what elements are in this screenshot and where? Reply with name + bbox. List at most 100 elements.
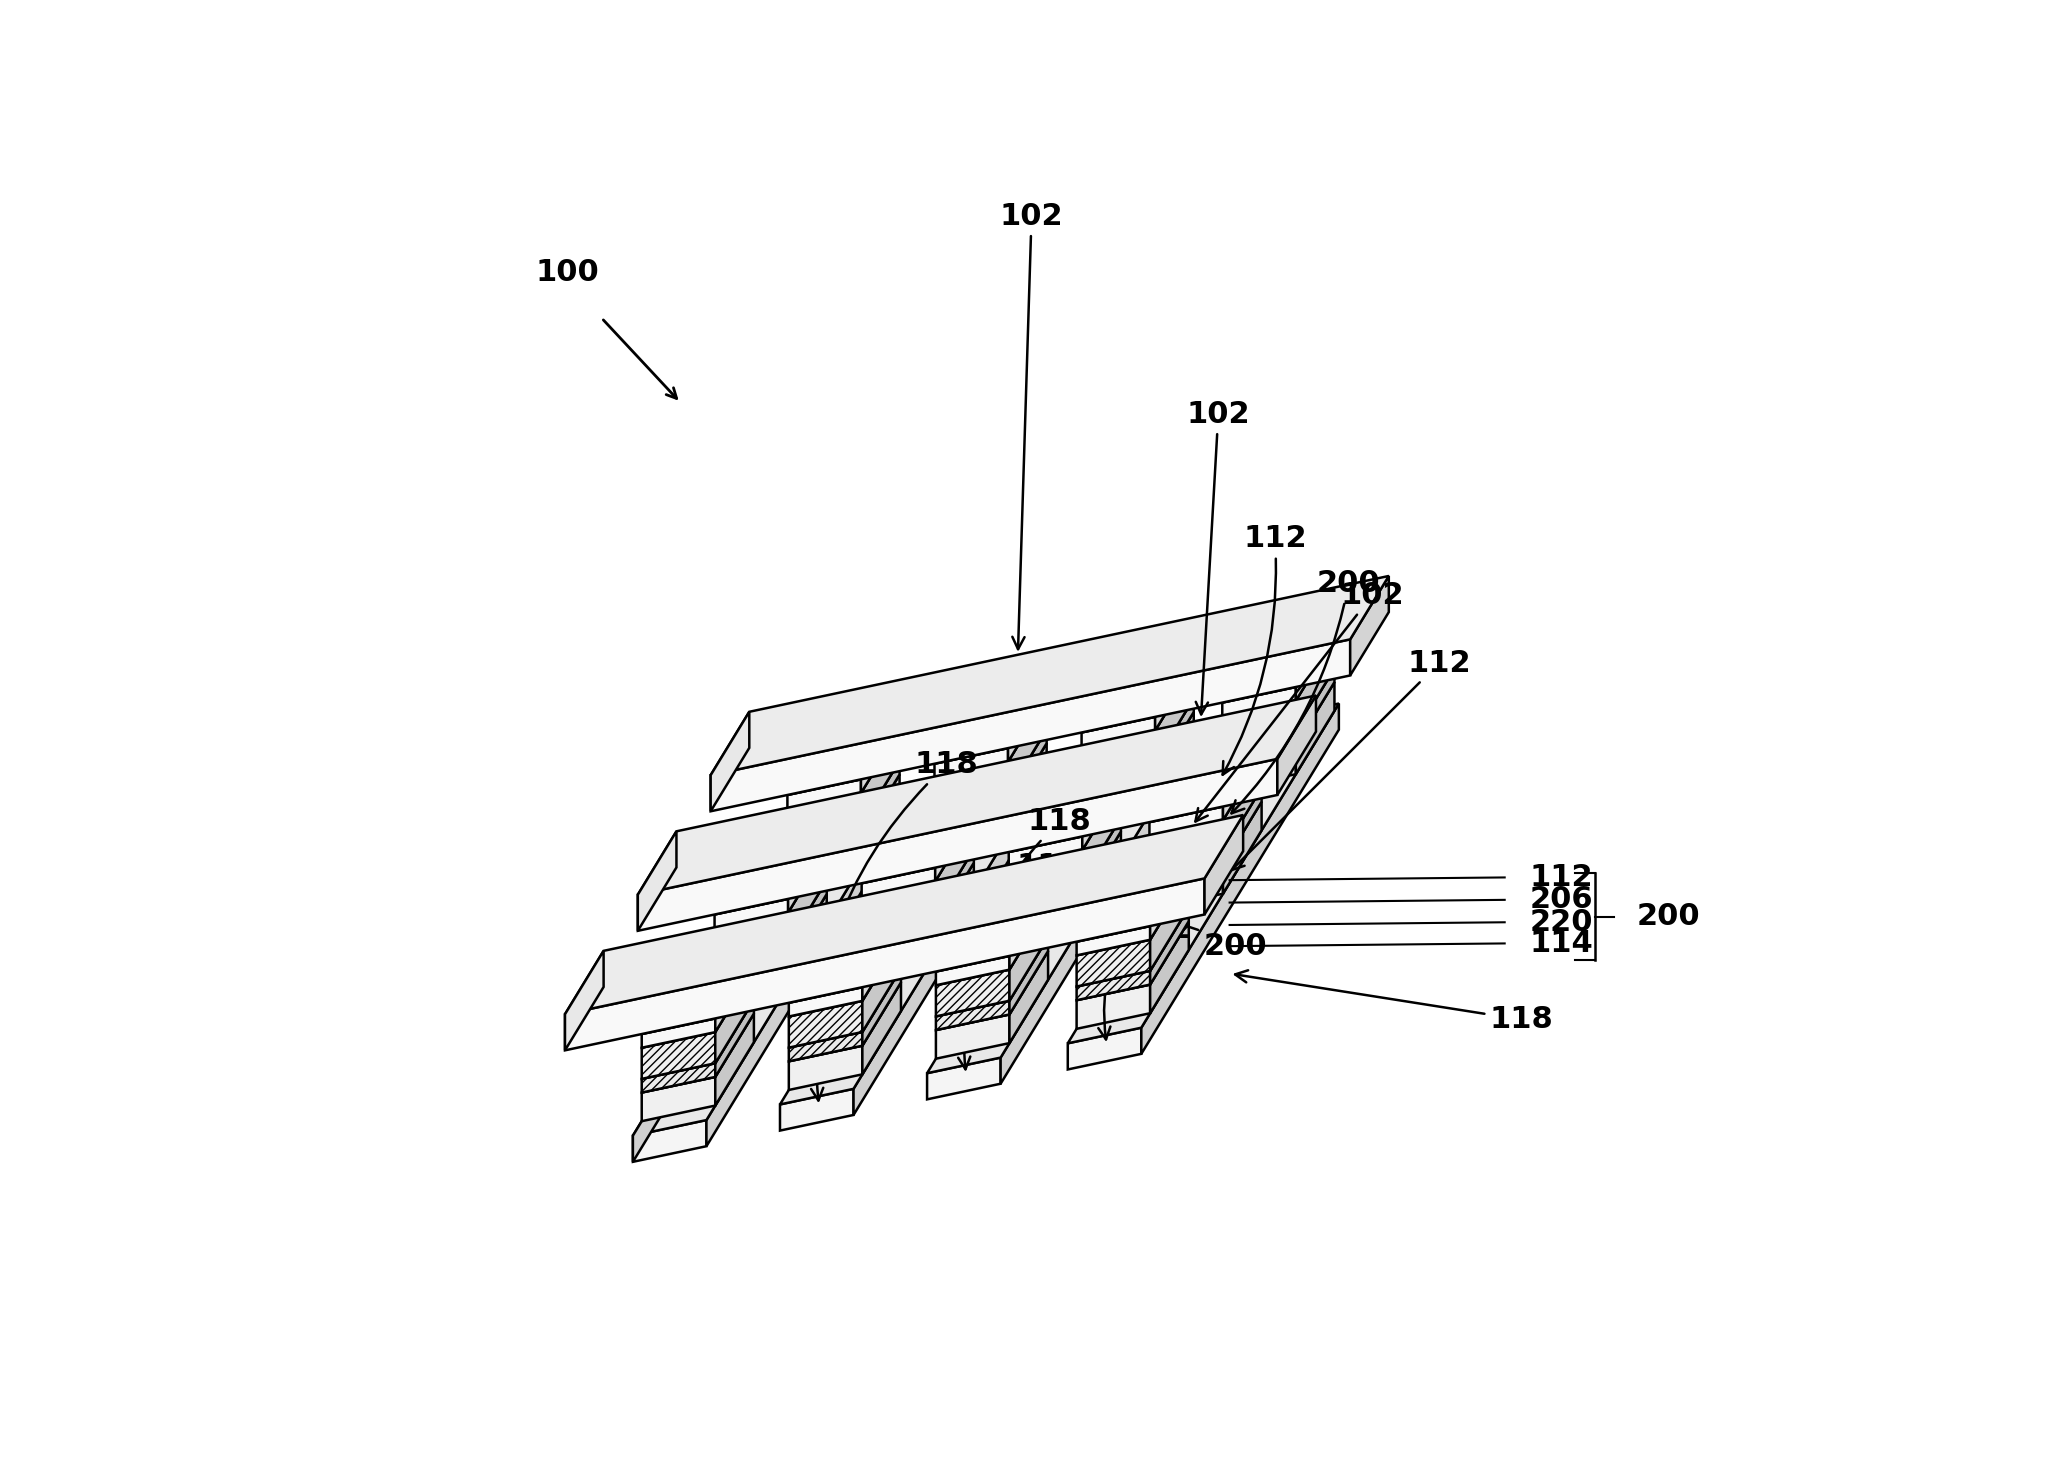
Polygon shape xyxy=(937,1014,1009,1058)
Polygon shape xyxy=(935,748,1007,778)
Polygon shape xyxy=(641,1063,716,1092)
Polygon shape xyxy=(641,956,755,1033)
Polygon shape xyxy=(1222,788,1261,864)
Polygon shape xyxy=(788,969,902,1048)
Polygon shape xyxy=(1007,744,1046,835)
Polygon shape xyxy=(641,1032,716,1079)
Polygon shape xyxy=(937,892,1048,972)
Polygon shape xyxy=(1150,876,1189,970)
Polygon shape xyxy=(565,814,1243,1014)
Polygon shape xyxy=(716,969,755,1063)
Text: 200: 200 xyxy=(997,878,1154,942)
Polygon shape xyxy=(711,639,1350,811)
Text: 100: 100 xyxy=(536,259,600,287)
Polygon shape xyxy=(1082,654,1193,732)
Polygon shape xyxy=(860,729,900,825)
Polygon shape xyxy=(716,898,788,928)
Polygon shape xyxy=(788,1001,862,1048)
Polygon shape xyxy=(1150,907,1189,985)
Polygon shape xyxy=(1082,717,1156,747)
Polygon shape xyxy=(788,779,860,808)
Polygon shape xyxy=(1009,850,1082,897)
Polygon shape xyxy=(716,850,827,928)
Text: 200: 200 xyxy=(1638,903,1700,932)
Polygon shape xyxy=(935,792,1007,822)
FancyArrowPatch shape xyxy=(604,320,676,398)
Polygon shape xyxy=(788,1032,862,1061)
Polygon shape xyxy=(862,923,902,1001)
Polygon shape xyxy=(641,1019,716,1048)
Polygon shape xyxy=(1082,775,1156,820)
Polygon shape xyxy=(1082,817,1121,895)
Polygon shape xyxy=(1009,817,1121,897)
Polygon shape xyxy=(935,729,1046,809)
Polygon shape xyxy=(1009,832,1121,910)
Polygon shape xyxy=(1067,1028,1142,1070)
Polygon shape xyxy=(1156,654,1193,731)
Polygon shape xyxy=(1297,623,1334,701)
Polygon shape xyxy=(862,867,935,897)
Polygon shape xyxy=(788,835,827,913)
Polygon shape xyxy=(1150,801,1261,881)
Polygon shape xyxy=(937,938,1048,1016)
Polygon shape xyxy=(788,761,900,839)
Text: 200: 200 xyxy=(1137,911,1268,960)
Text: 220: 220 xyxy=(1530,908,1592,936)
Polygon shape xyxy=(565,879,1204,1051)
Text: 102: 102 xyxy=(1195,581,1404,822)
Polygon shape xyxy=(788,716,900,795)
Polygon shape xyxy=(716,835,827,914)
Polygon shape xyxy=(716,956,755,1032)
Polygon shape xyxy=(1009,786,1121,866)
Polygon shape xyxy=(788,825,860,854)
Polygon shape xyxy=(1009,951,1048,1044)
Polygon shape xyxy=(862,913,935,942)
Polygon shape xyxy=(707,795,904,1147)
Polygon shape xyxy=(1222,701,1297,747)
Polygon shape xyxy=(788,792,860,839)
Polygon shape xyxy=(926,734,1197,1073)
Polygon shape xyxy=(935,744,1046,822)
Polygon shape xyxy=(1297,669,1334,745)
Text: 112: 112 xyxy=(989,853,1079,933)
Polygon shape xyxy=(935,804,974,882)
Polygon shape xyxy=(862,969,902,1045)
Polygon shape xyxy=(716,894,827,973)
Polygon shape xyxy=(1204,814,1243,914)
Polygon shape xyxy=(862,938,902,1032)
Polygon shape xyxy=(935,685,1046,764)
Polygon shape xyxy=(1082,761,1156,791)
Polygon shape xyxy=(788,729,900,809)
Polygon shape xyxy=(1222,638,1334,716)
Polygon shape xyxy=(1150,864,1222,910)
Text: 102: 102 xyxy=(1187,400,1251,714)
Polygon shape xyxy=(788,1045,862,1089)
Polygon shape xyxy=(862,804,974,883)
Polygon shape xyxy=(1278,695,1315,795)
Polygon shape xyxy=(1077,907,1189,986)
Text: 118: 118 xyxy=(957,807,1092,1069)
Polygon shape xyxy=(637,832,676,931)
Polygon shape xyxy=(1150,863,1189,939)
Polygon shape xyxy=(1082,711,1193,791)
Polygon shape xyxy=(1222,682,1334,761)
Polygon shape xyxy=(1007,698,1046,792)
Polygon shape xyxy=(1077,970,1150,1000)
Polygon shape xyxy=(1001,734,1197,1083)
Polygon shape xyxy=(1150,788,1261,867)
Polygon shape xyxy=(641,969,755,1048)
Text: 118: 118 xyxy=(1235,970,1553,1035)
Polygon shape xyxy=(1009,773,1121,853)
Polygon shape xyxy=(1150,744,1261,822)
Polygon shape xyxy=(1009,881,1082,910)
Polygon shape xyxy=(1077,939,1150,986)
Polygon shape xyxy=(1009,906,1048,1001)
Polygon shape xyxy=(1007,685,1046,761)
Polygon shape xyxy=(1297,682,1334,775)
Polygon shape xyxy=(1082,731,1156,778)
Polygon shape xyxy=(1222,801,1261,894)
Polygon shape xyxy=(633,1120,707,1161)
Polygon shape xyxy=(641,1013,755,1092)
Polygon shape xyxy=(1156,698,1193,775)
Polygon shape xyxy=(937,956,1009,985)
